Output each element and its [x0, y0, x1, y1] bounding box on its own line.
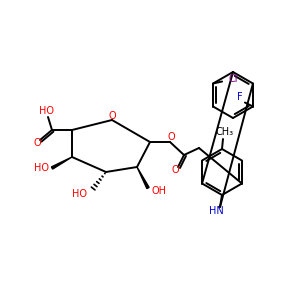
Text: HO: HO: [72, 189, 87, 199]
Text: CH₃: CH₃: [216, 127, 234, 137]
Text: O: O: [171, 165, 179, 175]
Text: HO: HO: [38, 106, 53, 116]
Text: HO: HO: [34, 163, 49, 173]
Polygon shape: [51, 157, 72, 169]
Text: HN: HN: [208, 206, 224, 216]
Text: O: O: [33, 138, 41, 148]
Polygon shape: [137, 167, 149, 189]
Text: Cl: Cl: [228, 74, 238, 85]
Text: F: F: [237, 92, 243, 103]
Text: O: O: [167, 132, 175, 142]
Text: OH: OH: [152, 186, 167, 196]
Text: O: O: [108, 111, 116, 121]
